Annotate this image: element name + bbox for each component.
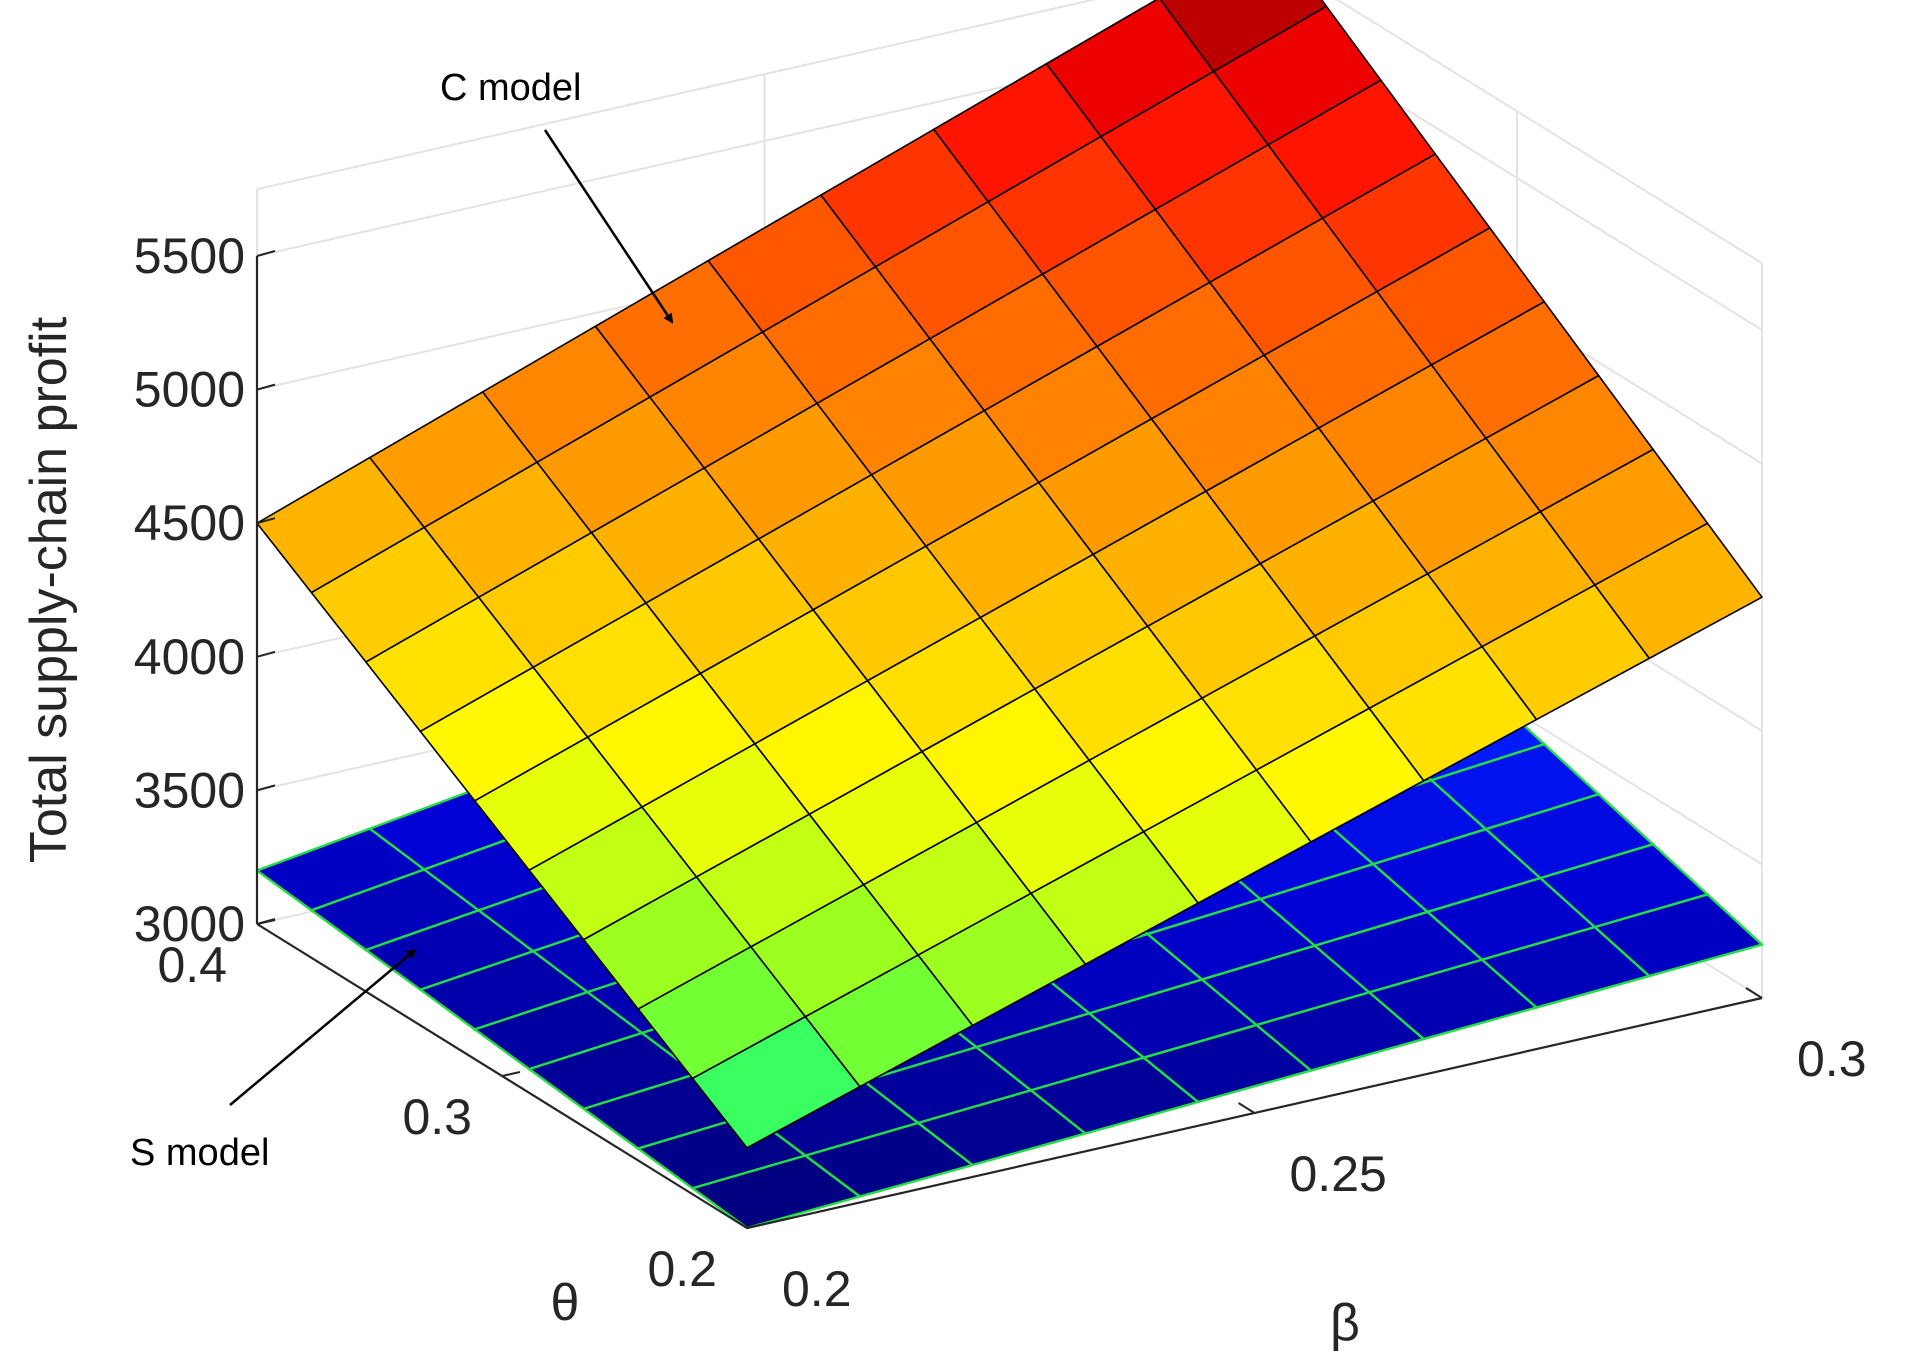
c-model-surface [256,0,1763,1149]
z-tick-mark [256,650,276,658]
annotation-c-model-label: C model [440,67,582,109]
surface-cell [691,1154,861,1230]
theta-tick-label: 0.2 [647,1241,717,1297]
z-tick-mark [256,383,276,391]
z-tick-mark [256,517,276,525]
theta-tick-label: 0.4 [157,937,227,993]
z-tick-mark [256,250,276,257]
surface-cell [691,1015,861,1149]
z-tick-label: 4500 [134,495,245,551]
z-tick-label: 5500 [134,228,245,284]
tick-labels: 3000 3500 4000 4500 5000 5500 0.2 0.3 0.4 0.2 0.25… [134,228,1867,1317]
annotation-s-model-label: S model [130,1132,269,1174]
annotation-c-model-arrow [543,129,674,324]
beta-tick-label: 0.2 [782,1261,852,1317]
z-tick-label: 3500 [134,762,245,818]
z-tick-mark [256,784,276,792]
theta-tick-mark [746,1223,766,1229]
beta-tick-mark [1745,987,1763,999]
x-axis-label: β [1330,1294,1360,1352]
beta-tick-label: 0.25 [1290,1146,1387,1202]
theta-tick-mark [256,919,276,925]
beta-tick-mark [1237,1102,1256,1114]
theta-tick-label: 0.3 [402,1089,472,1145]
annotation-c-model: C model [440,67,674,324]
z-tick-label: 5000 [134,362,245,418]
annotation-s-model: S model [130,948,417,1174]
beta-tick-label: 0.3 [1797,1031,1867,1087]
beta-tick-mark [730,1217,748,1229]
z-axis-label: Total supply-chain profit [20,316,78,863]
y-axis-label: θ [551,1274,580,1332]
z-tick-label: 3000 [134,896,245,952]
z-tick-label: 4000 [134,629,245,685]
theta-tick-mark [501,1071,521,1077]
annotation-s-model-arrow [229,948,417,1106]
